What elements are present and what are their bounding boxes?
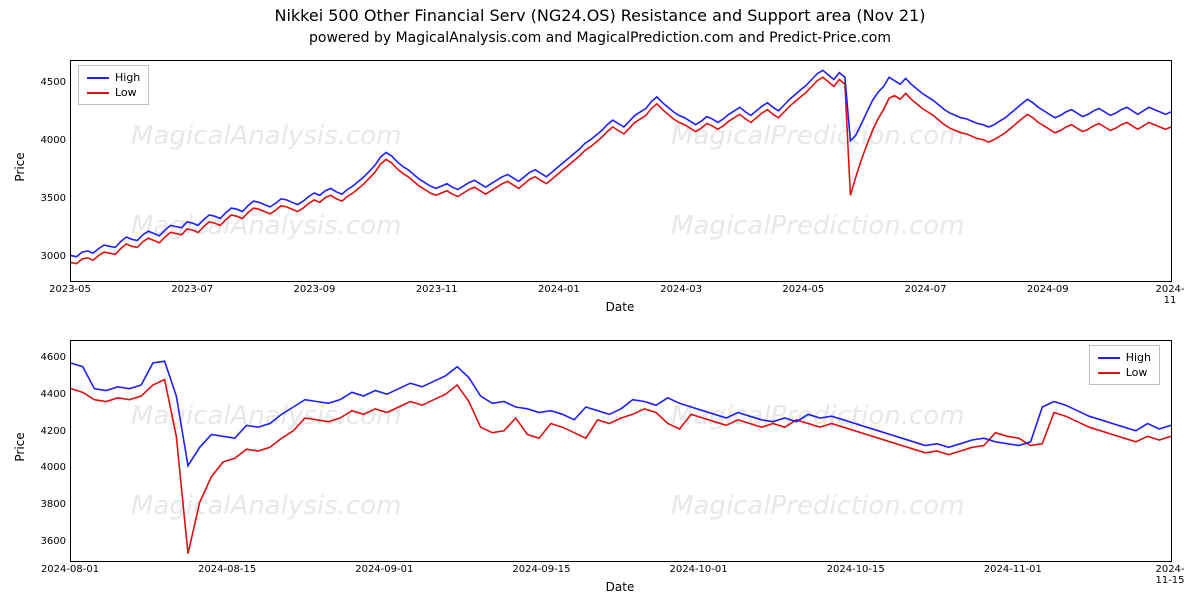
legend-swatch-high [87, 77, 109, 79]
xtick-label: 2024-11-01 [984, 564, 1042, 575]
legend-label: High [115, 70, 140, 85]
ytick-label: 4000 [16, 462, 66, 473]
xtick-label: 2023-11 [416, 284, 458, 295]
chart-subtitle: powered by MagicalAnalysis.com and Magic… [0, 30, 1200, 46]
chart1-xlabel: Date [70, 300, 1170, 314]
xtick-label: 2024-10-01 [670, 564, 728, 575]
xtick-label: 2023-09 [294, 284, 336, 295]
series-line [71, 361, 1171, 466]
ytick-label: 3600 [16, 536, 66, 547]
chart2-svg [71, 341, 1171, 561]
chart2-plot-area: MagicalAnalysis.com MagicalPrediction.co… [70, 340, 1172, 562]
ytick-label: 4400 [16, 389, 66, 400]
ytick-label: 4200 [16, 426, 66, 437]
ytick-label: 3800 [16, 499, 66, 510]
legend-swatch-low [87, 92, 109, 94]
xtick-label: 2024-08-01 [41, 564, 99, 575]
series-line [71, 380, 1171, 554]
xtick-label: 2024-03 [660, 284, 702, 295]
xtick-label: 2024-05 [782, 284, 824, 295]
xtick-label: 2024-07 [905, 284, 947, 295]
legend-item: High [1098, 350, 1151, 365]
legend-swatch-high [1098, 357, 1120, 359]
xtick-label: 2023-07 [171, 284, 213, 295]
series-line [71, 77, 1171, 263]
xtick-label: 2024-10-15 [827, 564, 885, 575]
xtick-label: 2024-01 [538, 284, 580, 295]
xtick-label: 2024-09-01 [355, 564, 413, 575]
ytick-label: 4500 [16, 77, 66, 88]
chart2-legend: High Low [1089, 345, 1160, 385]
ytick-label: 4600 [16, 352, 66, 363]
legend-item: High [87, 70, 140, 85]
ytick-label: 3500 [16, 193, 66, 204]
chart1-svg [71, 61, 1171, 281]
xtick-label: 2024-08-15 [198, 564, 256, 575]
xtick-label: 2024-09-15 [512, 564, 570, 575]
ytick-label: 3000 [16, 251, 66, 262]
series-line [71, 70, 1171, 256]
ytick-label: 4000 [16, 135, 66, 146]
legend-label: Low [1126, 365, 1148, 380]
legend-item: Low [1098, 365, 1151, 380]
xtick-label: 2024-11-15 [1155, 564, 1185, 586]
xtick-label: 2023-05 [49, 284, 91, 295]
legend-label: High [1126, 350, 1151, 365]
legend-swatch-low [1098, 372, 1120, 374]
legend-label: Low [115, 85, 137, 100]
legend-item: Low [87, 85, 140, 100]
chart1-legend: High Low [78, 65, 149, 105]
xtick-label: 2024-09 [1027, 284, 1069, 295]
chart-title: Nikkei 500 Other Financial Serv (NG24.OS… [0, 6, 1200, 25]
chart2-xlabel: Date [70, 580, 1170, 594]
chart1-plot-area: MagicalAnalysis.com MagicalPrediction.co… [70, 60, 1172, 282]
xtick-label: 2024-11 [1155, 284, 1185, 306]
